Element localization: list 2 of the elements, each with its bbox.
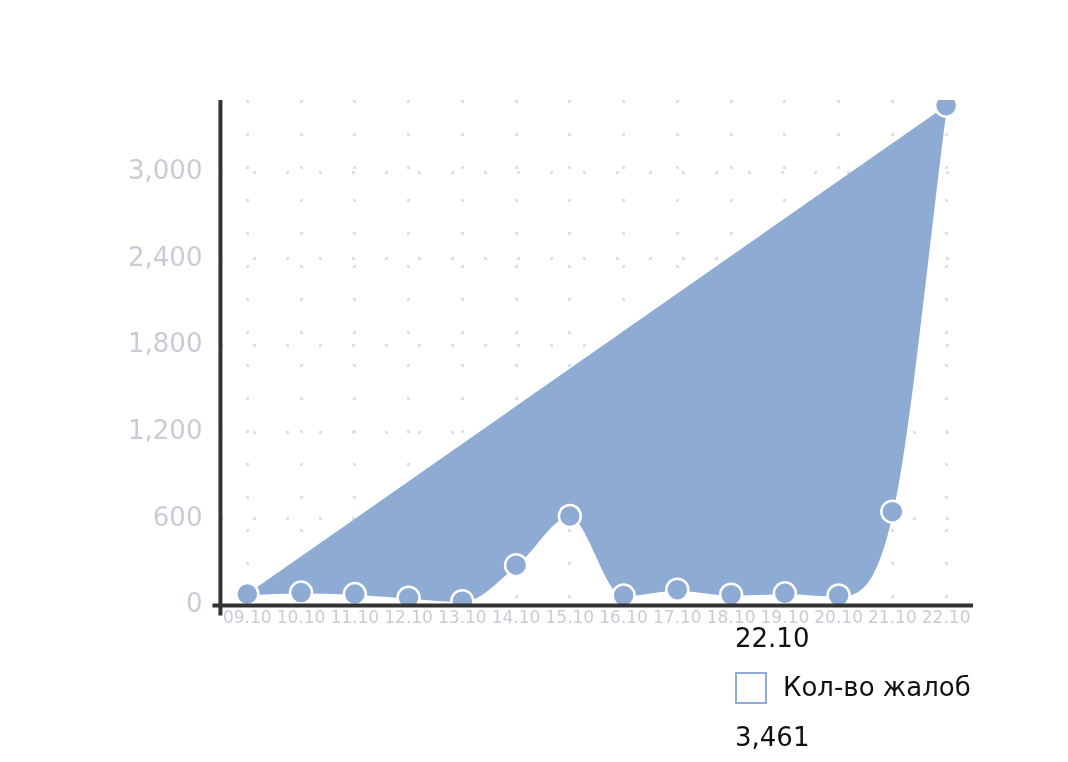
legend-label: Кол-во жалоб [783,671,971,702]
text: 3,461 [735,721,810,752]
